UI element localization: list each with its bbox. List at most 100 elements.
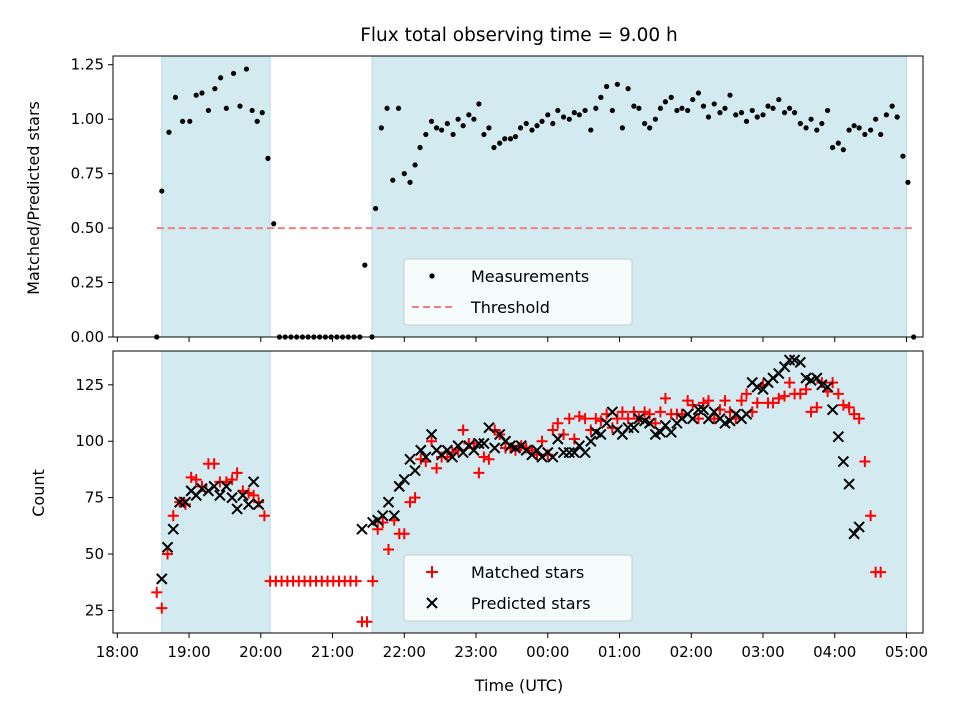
matched-star-point xyxy=(622,413,634,425)
matched-star-point xyxy=(248,489,260,501)
measurement-point xyxy=(466,112,472,118)
matched-star-point xyxy=(751,397,763,409)
predicted-star-point xyxy=(468,444,480,456)
measurement-point xyxy=(797,120,803,127)
measurement-point xyxy=(444,120,450,127)
measurement-point xyxy=(550,120,556,127)
predicted-star-point xyxy=(837,455,850,468)
predicted-star-point xyxy=(252,498,265,511)
predicted-star-point xyxy=(665,426,677,438)
measurement-point xyxy=(674,107,680,114)
legend-measurements-label: Measurements xyxy=(471,267,589,286)
measurement-point xyxy=(700,103,707,109)
measurement-point xyxy=(218,75,224,81)
measurement-point xyxy=(486,125,492,131)
matched-star-point xyxy=(628,406,640,418)
measurement-point xyxy=(685,107,691,114)
measurement-point xyxy=(776,96,782,103)
measurement-point xyxy=(668,94,674,100)
matched-star-point xyxy=(431,462,443,474)
predicted-star-point xyxy=(579,446,591,459)
measurement-point xyxy=(733,112,739,118)
measurement-point xyxy=(417,144,423,151)
measurement-point xyxy=(652,116,658,122)
x-tick-label: 18:00 xyxy=(96,643,139,661)
matched-star-point xyxy=(719,395,731,407)
matched-star-point xyxy=(687,399,699,411)
measurement-point xyxy=(889,103,895,109)
predicted-star-point xyxy=(409,464,421,477)
measurement-point xyxy=(647,125,653,131)
measurement-point xyxy=(856,125,862,131)
predicted-star-point xyxy=(237,489,249,502)
predicted-star-point xyxy=(757,383,769,396)
matched-star-point xyxy=(837,399,849,411)
x-tick-label: 01:00 xyxy=(598,643,641,661)
measurement-point xyxy=(582,107,588,114)
x-tick-label: 22:00 xyxy=(383,643,426,661)
measurement-point xyxy=(609,107,615,114)
matched-star-point xyxy=(226,474,238,486)
predicted-star-point xyxy=(488,442,501,454)
matched-star-point xyxy=(865,510,877,522)
matched-star-point xyxy=(558,428,570,440)
matched-star-point xyxy=(563,413,575,425)
legend-predicted-label: Predicted stars xyxy=(471,594,591,613)
measurement-point xyxy=(265,155,271,161)
matched-star-point xyxy=(875,566,887,578)
measurement-point xyxy=(894,114,900,120)
x-tick-label: 05:00 xyxy=(885,643,928,661)
measurement-point xyxy=(727,92,733,98)
x-tick-label: 19:00 xyxy=(167,643,210,661)
measurement-point xyxy=(749,107,755,114)
predicted-star-point xyxy=(843,478,855,490)
measurement-point xyxy=(722,105,728,111)
measurement-point xyxy=(438,127,445,133)
measurement-point xyxy=(179,118,186,124)
top-panel: 0.00 0.25 0.50 0.75 1.00 1.25 xyxy=(71,55,924,346)
predicted-star-point xyxy=(821,381,834,393)
predicted-star-point xyxy=(478,437,490,450)
measurement-point xyxy=(765,103,771,109)
measurement-point xyxy=(717,110,723,116)
matched-star-point xyxy=(659,392,671,404)
matched-star-point xyxy=(350,575,362,587)
top-y-tick-label: 0.25 xyxy=(71,274,104,292)
measurement-point xyxy=(835,140,841,146)
matched-star-point xyxy=(573,410,585,422)
measurement-point xyxy=(223,105,229,111)
matched-star-point xyxy=(741,388,753,400)
measurement-point xyxy=(230,70,237,77)
bottom-y-tick-label: 25 xyxy=(85,601,104,619)
bottom-y-axis-title: Count xyxy=(29,469,48,517)
measurement-point xyxy=(372,205,379,212)
matched-star-point xyxy=(231,467,243,479)
matched-star-point xyxy=(644,408,656,420)
predicted-star-point xyxy=(568,446,581,459)
measurement-point xyxy=(878,131,884,138)
measurement-point xyxy=(254,118,260,124)
matched-star-point xyxy=(162,548,174,560)
predicted-star-point xyxy=(585,435,597,447)
matched-star-point xyxy=(859,456,871,468)
matched-star-point xyxy=(649,417,661,429)
measurement-point xyxy=(199,90,205,96)
top-y-tick-label: 0.75 xyxy=(71,165,104,183)
predicted-star-point xyxy=(826,403,839,416)
bottom-y-tick-label: 75 xyxy=(85,489,104,507)
measurement-point xyxy=(770,105,776,111)
top-legend-box xyxy=(403,258,633,326)
measurement-point xyxy=(705,114,712,120)
predicted-star-point xyxy=(425,428,438,441)
measurement-point xyxy=(384,105,390,111)
measurement-point xyxy=(830,144,836,151)
measurement-point xyxy=(598,94,604,100)
matched-star-point xyxy=(473,467,485,479)
matched-star-point xyxy=(409,492,421,504)
predicted-star-point xyxy=(595,428,607,441)
measurement-point xyxy=(159,188,165,194)
top-y-tick-label: 1.25 xyxy=(71,56,104,74)
measurement-point xyxy=(481,131,487,138)
matched-star-point xyxy=(639,406,651,418)
predicted-star-point xyxy=(654,426,667,438)
